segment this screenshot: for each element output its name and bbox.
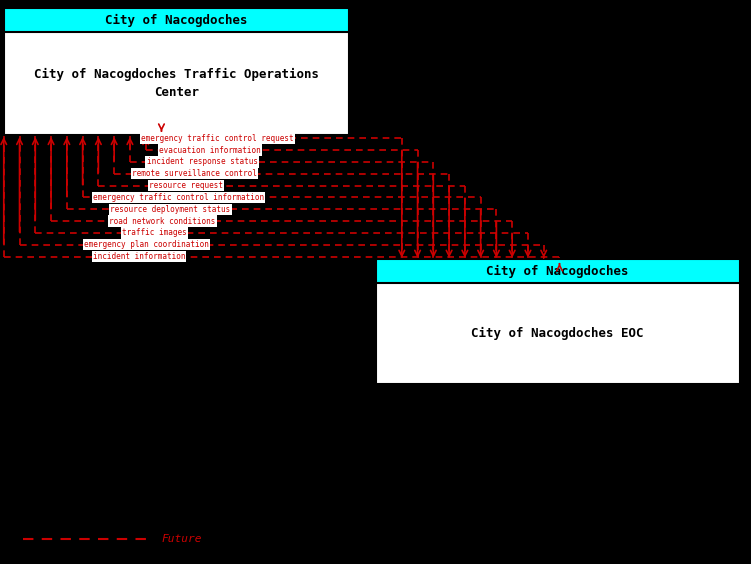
Text: emergency traffic control information: emergency traffic control information [93, 193, 264, 202]
Text: evacuation information: evacuation information [159, 146, 261, 155]
Text: road network conditions: road network conditions [110, 217, 216, 226]
Text: incident information: incident information [92, 252, 185, 261]
Text: traffic images: traffic images [122, 228, 187, 237]
Text: City of Nacogdoches: City of Nacogdoches [105, 14, 248, 27]
Text: resource deployment status: resource deployment status [110, 205, 231, 214]
Text: emergency traffic control request: emergency traffic control request [141, 134, 294, 143]
Text: resource request: resource request [149, 181, 223, 190]
Text: incident response status: incident response status [146, 157, 258, 166]
Text: remote surveillance control: remote surveillance control [131, 169, 257, 178]
Bar [376, 259, 740, 384]
Bar [376, 259, 740, 283]
Bar [4, 8, 349, 135]
Bar [4, 8, 349, 32]
Text: Future: Future [161, 534, 202, 544]
Text: City of Nacogdoches EOC: City of Nacogdoches EOC [472, 327, 644, 340]
Text: City of Nacogdoches Traffic Operations
Center: City of Nacogdoches Traffic Operations C… [34, 68, 319, 99]
Text: City of Nacogdoches: City of Nacogdoches [487, 265, 629, 278]
Text: emergency plan coordination: emergency plan coordination [84, 240, 210, 249]
